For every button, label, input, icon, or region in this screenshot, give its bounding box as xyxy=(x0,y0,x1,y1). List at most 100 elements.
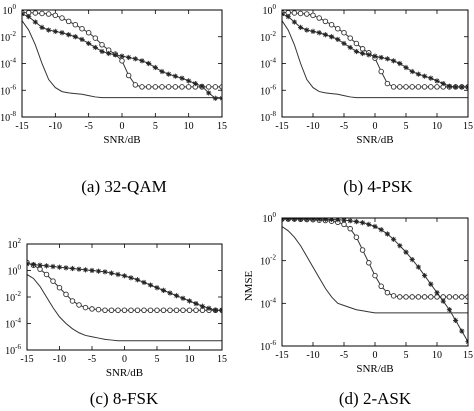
data-point-circle xyxy=(99,42,105,48)
series-line xyxy=(282,218,468,298)
y-tick-label: 10-8 xyxy=(0,110,16,124)
data-point-star xyxy=(172,73,178,79)
y-tick-label: 100 xyxy=(263,3,277,17)
y-tick-label: 10-6 xyxy=(5,343,21,357)
data-point-circle xyxy=(186,307,193,314)
data-point-circle xyxy=(403,84,409,90)
data-point-circle xyxy=(125,72,132,79)
data-point-circle xyxy=(56,284,63,291)
data-point-star xyxy=(415,264,421,270)
data-point-circle xyxy=(128,307,134,314)
data-point-star xyxy=(206,305,212,311)
series-none xyxy=(282,20,468,99)
data-point-circle xyxy=(85,29,92,36)
x-tick-label: 10 xyxy=(184,121,194,132)
x-tick-label: 5 xyxy=(404,350,409,361)
y-tick-label: 100 xyxy=(8,264,22,278)
data-point-circle xyxy=(132,82,139,88)
data-point-circle xyxy=(205,84,212,90)
x-tick-label: 15 xyxy=(217,354,227,365)
data-point-circle xyxy=(316,15,322,21)
data-point-star xyxy=(63,265,69,271)
data-point-circle xyxy=(185,84,192,90)
data-point-star xyxy=(335,218,341,223)
data-point-star xyxy=(152,64,158,71)
data-point-star xyxy=(134,277,141,283)
data-point-star xyxy=(72,34,78,40)
series-line xyxy=(27,274,222,342)
data-point-star xyxy=(179,75,185,81)
data-point-circle xyxy=(304,11,310,17)
data-point-star xyxy=(285,14,291,20)
data-point-circle xyxy=(415,84,422,90)
data-point-circle xyxy=(32,10,39,16)
data-point-circle xyxy=(65,18,72,25)
data-point-star xyxy=(384,231,390,237)
data-point-star xyxy=(212,307,219,313)
data-point-circle xyxy=(403,294,409,300)
data-point-star xyxy=(76,266,82,272)
data-point-circle xyxy=(335,25,341,32)
data-point-star xyxy=(440,80,446,87)
data-point-star xyxy=(341,218,347,223)
data-point-star xyxy=(304,27,310,33)
data-point-star xyxy=(79,36,85,43)
data-point-circle xyxy=(89,306,95,312)
data-point-star xyxy=(391,236,397,242)
series-line xyxy=(282,12,468,88)
data-point-star xyxy=(453,84,459,90)
data-point-star xyxy=(43,263,50,269)
data-point-star xyxy=(146,60,152,67)
x-tick-label: 0 xyxy=(120,121,125,132)
x-tick-label: -15 xyxy=(20,354,33,365)
series-none xyxy=(22,20,222,99)
data-point-star xyxy=(199,303,206,309)
data-point-circle xyxy=(390,293,397,299)
x-tick-label: -15 xyxy=(275,121,288,132)
data-point-circle xyxy=(141,307,147,314)
x-tick-label: -15 xyxy=(275,350,288,361)
data-point-star xyxy=(86,40,92,47)
x-tick-label: -5 xyxy=(84,121,92,132)
data-point-circle xyxy=(390,84,397,90)
x-tick-label: 0 xyxy=(373,350,378,361)
x-axis-label: SNR/dB xyxy=(103,134,140,146)
data-point-star xyxy=(329,218,335,223)
data-point-star xyxy=(89,267,95,274)
data-point-circle xyxy=(415,294,422,300)
y-tick-label: 10-2 xyxy=(5,290,21,304)
data-point-star xyxy=(132,56,138,62)
x-tick-label: 15 xyxy=(463,350,473,361)
series-star xyxy=(22,11,222,101)
data-point-star xyxy=(446,83,452,89)
series-none xyxy=(282,226,468,314)
data-point-star xyxy=(415,71,421,77)
data-point-circle xyxy=(108,307,115,314)
data-point-circle xyxy=(92,35,99,41)
series-line xyxy=(27,262,222,311)
series-star xyxy=(282,11,468,90)
y-tick-label: 10-6 xyxy=(260,339,276,353)
data-point-star xyxy=(459,84,465,90)
x-tick-label: -10 xyxy=(306,350,319,361)
series-line xyxy=(282,20,468,99)
data-point-circle xyxy=(167,307,173,314)
data-point-star xyxy=(298,218,304,222)
data-point-star xyxy=(141,279,147,286)
series-star xyxy=(282,218,468,345)
data-point-circle xyxy=(452,294,459,300)
data-point-circle xyxy=(366,260,372,266)
data-point-star xyxy=(384,56,390,62)
y-tick-label: 102 xyxy=(8,237,22,251)
data-point-star xyxy=(186,298,193,304)
data-point-star xyxy=(291,218,297,222)
series-line xyxy=(282,13,468,88)
series-none xyxy=(27,274,222,342)
x-axis-label: SNR/dB xyxy=(356,363,393,375)
data-point-circle xyxy=(102,307,108,314)
data-point-star xyxy=(403,64,409,71)
data-point-star xyxy=(154,285,160,291)
data-point-star xyxy=(52,28,58,34)
data-point-star xyxy=(366,52,372,58)
